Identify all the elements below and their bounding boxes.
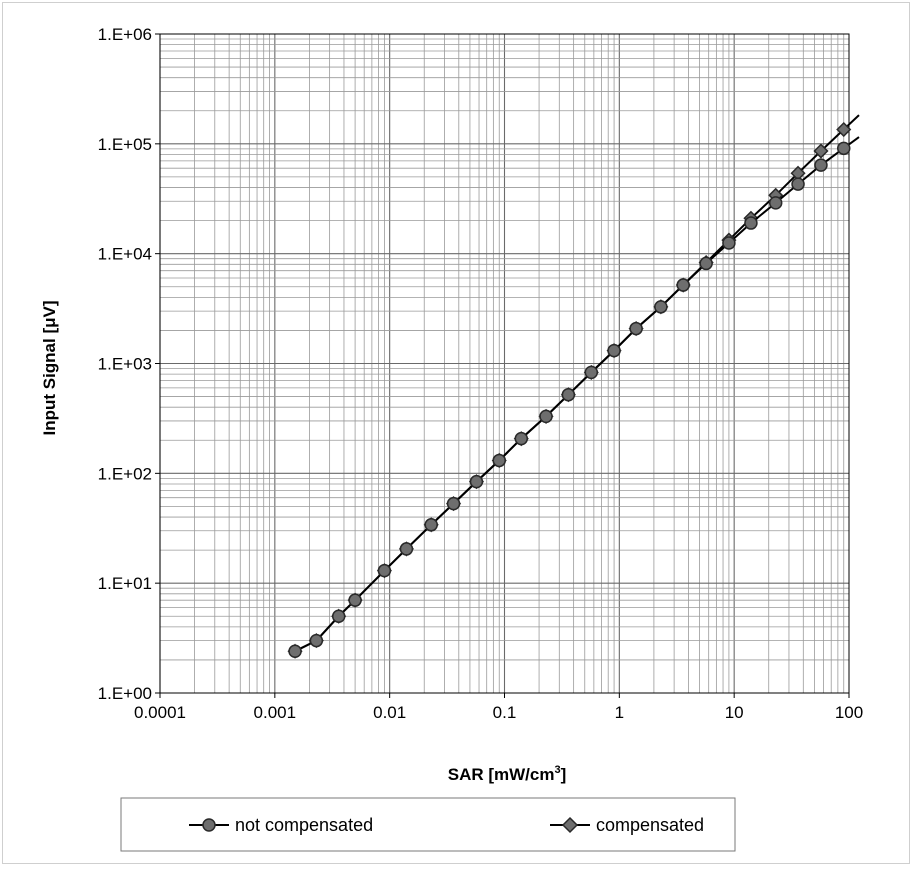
legend-label-not-compensated: not compensated (235, 815, 373, 835)
data-point-compensated (813, 143, 829, 159)
x-tick-label: 0.001 (254, 703, 297, 722)
data-point-not-compensated (492, 453, 506, 468)
y-tick-label: 1.E+04 (98, 245, 152, 264)
data-point-not-compensated (446, 496, 461, 511)
data-point-not-compensated (629, 321, 643, 336)
data-point-not-compensated (288, 644, 302, 658)
tick-labels: 0.0001 0.001 0.01 0.1 1 10 100 1.E+00 1.E+01 1.E+… (98, 25, 864, 722)
y-tick-label: 1.E+03 (98, 355, 152, 374)
data-point-not-compensated (539, 409, 553, 424)
data-point-not-compensated (768, 196, 783, 210)
legend-item-compensated: compensated (550, 815, 704, 835)
data-point-not-compensated (836, 141, 851, 156)
x-tick-label: 100 (835, 703, 863, 722)
data-point-not-compensated (607, 343, 621, 358)
x-tick-label: 1 (615, 703, 624, 722)
data-point-not-compensated (744, 216, 758, 230)
data-point-not-compensated (514, 431, 529, 446)
y-tick-label: 1.E+02 (98, 464, 152, 483)
legend-diamond-marker-icon (561, 816, 579, 834)
x-tick-label: 0.01 (373, 703, 406, 722)
legend-label-compensated: compensated (596, 815, 704, 835)
x-tick-label: 0.0001 (134, 703, 186, 722)
legend-circle-marker-icon (202, 818, 216, 832)
data-point-not-compensated (309, 633, 324, 648)
data-point-not-compensated (377, 563, 392, 578)
y-tick-label: 1.E+01 (98, 574, 152, 593)
data-point-not-compensated (331, 609, 346, 623)
y-tick-label: 1.E+00 (98, 684, 152, 703)
series (287, 114, 860, 659)
y-axis-label: Input Signal [μV] (40, 300, 59, 435)
legend: not compensated compensated (120, 797, 736, 852)
data-point-not-compensated (676, 278, 690, 292)
data-point-not-compensated (424, 518, 438, 532)
chart: 0.0001 0.001 0.01 0.1 1 10 100 1.E+00 1.E+01 1.E+… (40, 25, 864, 852)
x-tick-label: 10 (725, 703, 744, 722)
data-point-not-compensated (722, 236, 736, 250)
data-point-not-compensated (791, 177, 805, 191)
data-point-not-compensated (584, 365, 599, 380)
data-point-compensated (836, 121, 852, 138)
y-tick-label: 1.E+06 (98, 25, 152, 44)
data-point-not-compensated (348, 593, 362, 607)
data-point-not-compensated (469, 474, 484, 489)
data-point-not-compensated (814, 158, 828, 172)
x-axis-label: SAR [mW/cm3] (448, 764, 567, 784)
legend-item-not-compensated: not compensated (189, 815, 373, 835)
y-tick-label: 1.E+05 (98, 135, 152, 154)
data-point-not-compensated (399, 542, 414, 556)
grid (159, 34, 849, 694)
data-point-not-compensated (699, 256, 713, 271)
data-point-not-compensated (561, 387, 576, 402)
data-point-not-compensated (654, 300, 668, 314)
x-tick-label: 0.1 (493, 703, 517, 722)
